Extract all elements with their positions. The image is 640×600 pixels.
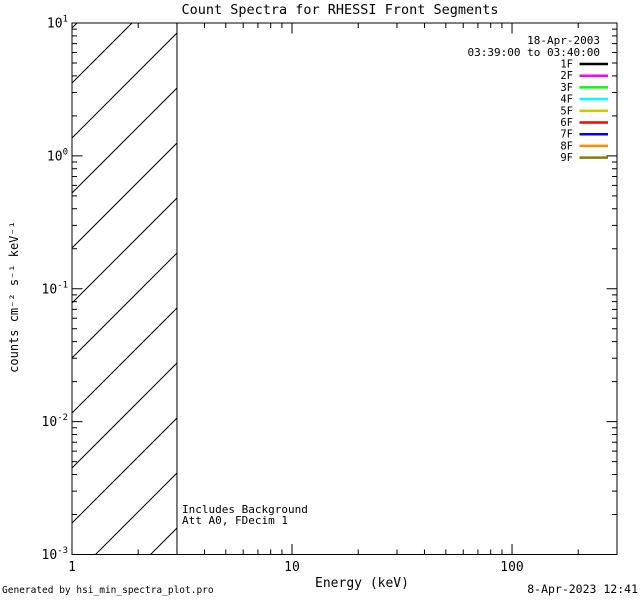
observation-date: 18-Apr-2003 [527, 34, 600, 47]
hatch-line [72, 32, 177, 139]
y-axis-label: counts cm⁻² s⁻¹ keV⁻¹ [7, 221, 21, 373]
hatch-line [72, 197, 177, 304]
legend-label: 9F [560, 152, 573, 164]
legend-label: 4F [560, 94, 573, 106]
legend-label: 2F [560, 70, 573, 82]
legend-label: 8F [560, 140, 573, 152]
axis-tick-labels: 1 10 100 101 100 10-1 10-2 10-3 [42, 15, 524, 576]
hatch-lines [72, 23, 177, 555]
hatch-line [72, 252, 177, 359]
attenuator-note: Att A0, FDecim 1 [182, 514, 288, 527]
legend-label: 1F [560, 59, 573, 71]
hatch-line [72, 23, 133, 84]
legend-label: 5F [560, 105, 573, 117]
tick-marks [71, 22, 618, 555]
y-tick-label: 10-3 [42, 546, 69, 563]
hatch-line [72, 307, 177, 414]
excluded-region-hatch [72, 23, 178, 555]
hatch-line [72, 142, 177, 249]
x-axis-label: Energy (keV) [315, 576, 409, 591]
footer-generated-by: Generated by hsi_min_spectra_plot.pro [2, 585, 214, 596]
x-tick-label: 1 [68, 560, 76, 575]
hatch-line [72, 362, 177, 469]
hatch-line [72, 417, 177, 524]
chart-title: Count Spectra for RHESSI Front Segments [182, 2, 499, 18]
axis-ticks [71, 22, 618, 555]
y-tick-label: 10-2 [42, 413, 69, 430]
background-note: Includes Background [182, 503, 308, 516]
plot-frame [71, 22, 618, 555]
y-tick-label: 10-1 [42, 280, 69, 297]
footer-print-timestamp: 8-Apr-2023 12:41 [527, 582, 638, 596]
legend-label: 3F [560, 82, 573, 94]
hatch-line [72, 23, 78, 29]
y-tick-label: 100 [47, 147, 68, 164]
legend-label: 6F [560, 117, 573, 129]
hatch-line [94, 472, 177, 555]
hatch-line [72, 87, 177, 194]
y-tick-label: 101 [47, 15, 68, 32]
legend-label: 7F [560, 129, 573, 141]
observation-time-range: 03:39:00 to 03:40:00 [468, 46, 600, 59]
x-tick-label: 100 [500, 560, 523, 575]
x-tick-label: 10 [284, 560, 300, 575]
hatch-line [149, 527, 177, 555]
